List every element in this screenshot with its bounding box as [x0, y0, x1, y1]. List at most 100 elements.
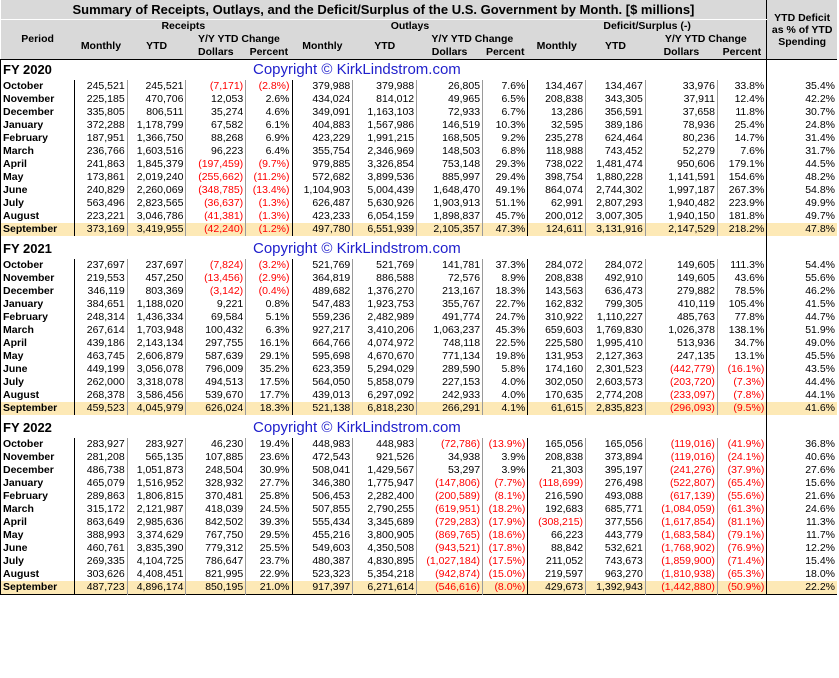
receipts-header: Receipts — [74, 19, 293, 33]
outlays-yy-dollars-cell: 266,291 — [416, 402, 483, 415]
copyright-text: Copyright © KirkLindstrom.com — [253, 419, 461, 436]
outlays-yy-percent-cell: 4.0% — [482, 376, 528, 389]
receipts-monthly-cell: 173,861 — [74, 171, 128, 184]
outlays-monthly-cell: 480,387 — [291, 555, 353, 568]
outlays-monthly-cell: 497,780 — [291, 223, 353, 236]
outlays-ytd-header: YTD — [352, 33, 417, 60]
outlays-monthly-cell: 349,091 — [291, 106, 353, 119]
deficit-yy-dollars-cell: 37,658 — [644, 106, 718, 119]
table-row: May 463,745 2,606,879 587,639 29.1% 595,698 4,… — [0, 350, 837, 363]
receipts-yy-percent-cell: 2.6% — [245, 93, 293, 106]
deficit-yy-percent-cell: 34.7% — [716, 337, 767, 350]
outlays-yy-percent-cell: 51.1% — [482, 197, 528, 210]
ytd-deficit-pct-cell: 48.2% — [766, 171, 837, 184]
receipts-monthly-cell: 240,829 — [74, 184, 128, 197]
deficit-yy-dollars-cell: 80,236 — [644, 132, 718, 145]
receipts-yy-percent-cell: (1.3%) — [245, 210, 293, 223]
deficit-yy-dollars-cell: (522,807) — [644, 477, 718, 490]
receipts-yy-percent-cell: (2.8%) — [245, 80, 293, 93]
period-cell: February — [0, 311, 75, 324]
deficit-yy-header: Y/Y YTD Change — [645, 33, 768, 46]
receipts-ytd-cell: 2,606,879 — [126, 350, 186, 363]
outlays-yy-dollars-cell: 355,767 — [416, 298, 483, 311]
outlays-yy-percent-cell: 3.9% — [482, 464, 528, 477]
ytd-deficit-pct-cell: 51.9% — [766, 324, 837, 337]
ytd-deficit-pct-cell: 24.6% — [766, 503, 837, 516]
period-cell: November — [0, 451, 75, 464]
deficit-ytd-cell: 532,621 — [585, 542, 646, 555]
outlays-yy-dollars-cell: 53,297 — [416, 464, 483, 477]
deficit-monthly-cell: 134,467 — [527, 80, 586, 93]
deficit-monthly-cell: (308,215) — [527, 516, 586, 529]
outlays-yy-dollars-cell: 1,063,237 — [416, 324, 483, 337]
fiscal-year-row: FY 2022 Copyright © KirkLindstrom.com — [0, 418, 837, 438]
outlays-yy-percent-cell: (17.9%) — [482, 516, 528, 529]
deficit-ytd-cell: 2,603,573 — [585, 376, 646, 389]
period-cell: January — [0, 298, 75, 311]
deficit-monthly-cell: 62,991 — [527, 197, 586, 210]
receipts-monthly-cell: 459,523 — [74, 402, 128, 415]
fy-row-ytd-blank — [766, 59, 837, 80]
deficit-yy-percent-cell: 218.2% — [716, 223, 767, 236]
outlays-yy-dollars-cell: 771,134 — [416, 350, 483, 363]
deficit-yy-dollars-cell: 37,911 — [644, 93, 718, 106]
period-cell: August — [0, 568, 75, 581]
period-cell: December — [0, 106, 75, 119]
receipts-yy-percent-cell: (1.3%) — [245, 197, 293, 210]
table-row: August 268,378 3,586,456 539,670 17.7% 439,01… — [0, 389, 837, 402]
period-cell: March — [0, 503, 75, 516]
outlays-ytd-cell: 5,354,218 — [352, 568, 417, 581]
outlays-yy-dollars-cell: 141,781 — [416, 259, 483, 272]
outlays-yy-percent-cell: (18.6%) — [482, 529, 528, 542]
outlays-ytd-cell: 5,004,439 — [352, 184, 417, 197]
outlays-yy-percent-cell: 4.0% — [482, 389, 528, 402]
outlays-monthly-cell: 979,885 — [291, 158, 353, 171]
outlays-ytd-cell: 3,899,536 — [352, 171, 417, 184]
outlays-monthly-cell: 346,380 — [291, 477, 353, 490]
receipts-monthly-cell: 268,378 — [74, 389, 128, 402]
deficit-yy-percent-cell: (55.6%) — [716, 490, 767, 503]
table-row: February 248,314 1,436,334 69,584 5.1% 559,23… — [0, 311, 837, 324]
outlays-ytd-cell: 1,923,753 — [352, 298, 417, 311]
table-row: December 335,805 806,511 35,274 4.6% 349,091 1… — [0, 106, 837, 119]
ytd-deficit-pct-cell: 35.4% — [766, 80, 837, 93]
outlays-monthly-cell: 521,769 — [291, 259, 353, 272]
period-cell: November — [0, 93, 75, 106]
receipts-yy-dollars-cell: 100,432 — [185, 324, 246, 337]
deficit-yy-dollars-cell: (296,093) — [644, 402, 718, 415]
outlays-monthly-cell: 572,682 — [291, 171, 353, 184]
outlays-yy-percent-cell: (18.2%) — [482, 503, 528, 516]
fy-row-spacer — [528, 239, 767, 259]
receipts-yy-dollars-cell: 12,053 — [185, 93, 246, 106]
outlays-yy-percent-cell: 6.5% — [482, 93, 528, 106]
period-header: Period — [0, 19, 75, 60]
deficit-yy-percent-cell: 181.8% — [716, 210, 767, 223]
deficit-ytd-cell: 443,779 — [585, 529, 646, 542]
outlays-dollars-header: Dollars — [416, 46, 483, 60]
receipts-yy-dollars-cell: 328,932 — [185, 477, 246, 490]
fiscal-year-label: FY 2021 — [0, 239, 186, 259]
deficit-yy-percent-cell: (81.1%) — [716, 516, 767, 529]
receipts-yy-percent-cell: (2.9%) — [245, 272, 293, 285]
receipts-yy-dollars-cell: 248,504 — [185, 464, 246, 477]
receipts-yy-dollars-cell: (348,785) — [185, 184, 246, 197]
deficit-monthly-cell: 174,160 — [527, 363, 586, 376]
ytd-deficit-pct-cell: 54.4% — [766, 259, 837, 272]
receipts-yy-percent-cell: 18.3% — [245, 402, 293, 415]
gap-cell — [0, 415, 75, 418]
deficit-yy-dollars-cell: (119,016) — [644, 438, 718, 451]
outlays-ytd-cell: 4,074,972 — [352, 337, 417, 350]
outlays-yy-dollars-cell: 491,774 — [416, 311, 483, 324]
outlays-monthly-cell: 547,483 — [291, 298, 353, 311]
deficit-header: Deficit/Surplus (-) — [527, 19, 768, 33]
deficit-ytd-cell: 3,131,916 — [585, 223, 646, 236]
outlays-yy-percent-cell: 18.3% — [482, 285, 528, 298]
outlays-monthly-cell: 927,217 — [291, 324, 353, 337]
receipts-ytd-cell: 1,366,750 — [126, 132, 186, 145]
gap-cell — [766, 415, 837, 418]
outlays-monthly-cell: 1,104,903 — [291, 184, 353, 197]
outlays-ytd-cell: 1,376,270 — [352, 285, 417, 298]
outlays-ytd-cell: 4,350,508 — [352, 542, 417, 555]
receipts-ytd-cell: 1,178,799 — [126, 119, 186, 132]
ytd-deficit-pct-cell: 45.5% — [766, 350, 837, 363]
